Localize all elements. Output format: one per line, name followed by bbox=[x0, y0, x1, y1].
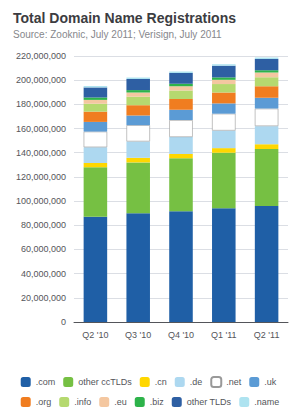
svg-text:other TLDs: other TLDs bbox=[187, 397, 232, 407]
svg-text:160,000,000: 160,000,000 bbox=[16, 124, 66, 134]
svg-text:.info: .info bbox=[74, 397, 91, 407]
svg-text:Source: Zooknic, July 2011; Ve: Source: Zooknic, July 2011; Verisign, Ju… bbox=[13, 29, 222, 40]
svg-text:100,000,000: 100,000,000 bbox=[16, 196, 66, 206]
svg-text:Q1 '11: Q1 '11 bbox=[211, 330, 237, 340]
svg-text:20,000,000: 20,000,000 bbox=[21, 293, 66, 303]
svg-text:Q3 '10: Q3 '10 bbox=[125, 330, 151, 340]
svg-text:.org: .org bbox=[36, 397, 52, 407]
svg-text:200,000,000: 200,000,000 bbox=[16, 75, 66, 85]
svg-text:120,000,000: 120,000,000 bbox=[16, 172, 66, 182]
svg-text:40,000,000: 40,000,000 bbox=[21, 269, 66, 279]
svg-text:Total Domain Name Registration: Total Domain Name Registrations bbox=[13, 10, 236, 26]
svg-text:0: 0 bbox=[61, 317, 66, 327]
svg-text:60,000,000: 60,000,000 bbox=[21, 244, 66, 254]
svg-text:180,000,000: 180,000,000 bbox=[16, 99, 66, 109]
svg-text:.name: .name bbox=[254, 397, 279, 407]
svg-text:.net: .net bbox=[226, 377, 242, 387]
svg-text:220,000,000: 220,000,000 bbox=[16, 51, 66, 61]
svg-text:.com: .com bbox=[36, 377, 56, 387]
svg-text:other ccTLDs: other ccTLDs bbox=[78, 377, 132, 387]
svg-text:Q4 '10: Q4 '10 bbox=[168, 330, 194, 340]
svg-text:.de: .de bbox=[190, 377, 203, 387]
svg-text:Q2 '11: Q2 '11 bbox=[254, 330, 280, 340]
svg-text:.cn: .cn bbox=[155, 377, 167, 387]
svg-text:140,000,000: 140,000,000 bbox=[16, 148, 66, 158]
svg-text:80,000,000: 80,000,000 bbox=[21, 220, 66, 230]
svg-text:.biz: .biz bbox=[150, 397, 165, 407]
svg-text:.eu: .eu bbox=[114, 397, 127, 407]
svg-text:.uk: .uk bbox=[264, 377, 277, 387]
svg-text:Q2 '10: Q2 '10 bbox=[82, 330, 108, 340]
